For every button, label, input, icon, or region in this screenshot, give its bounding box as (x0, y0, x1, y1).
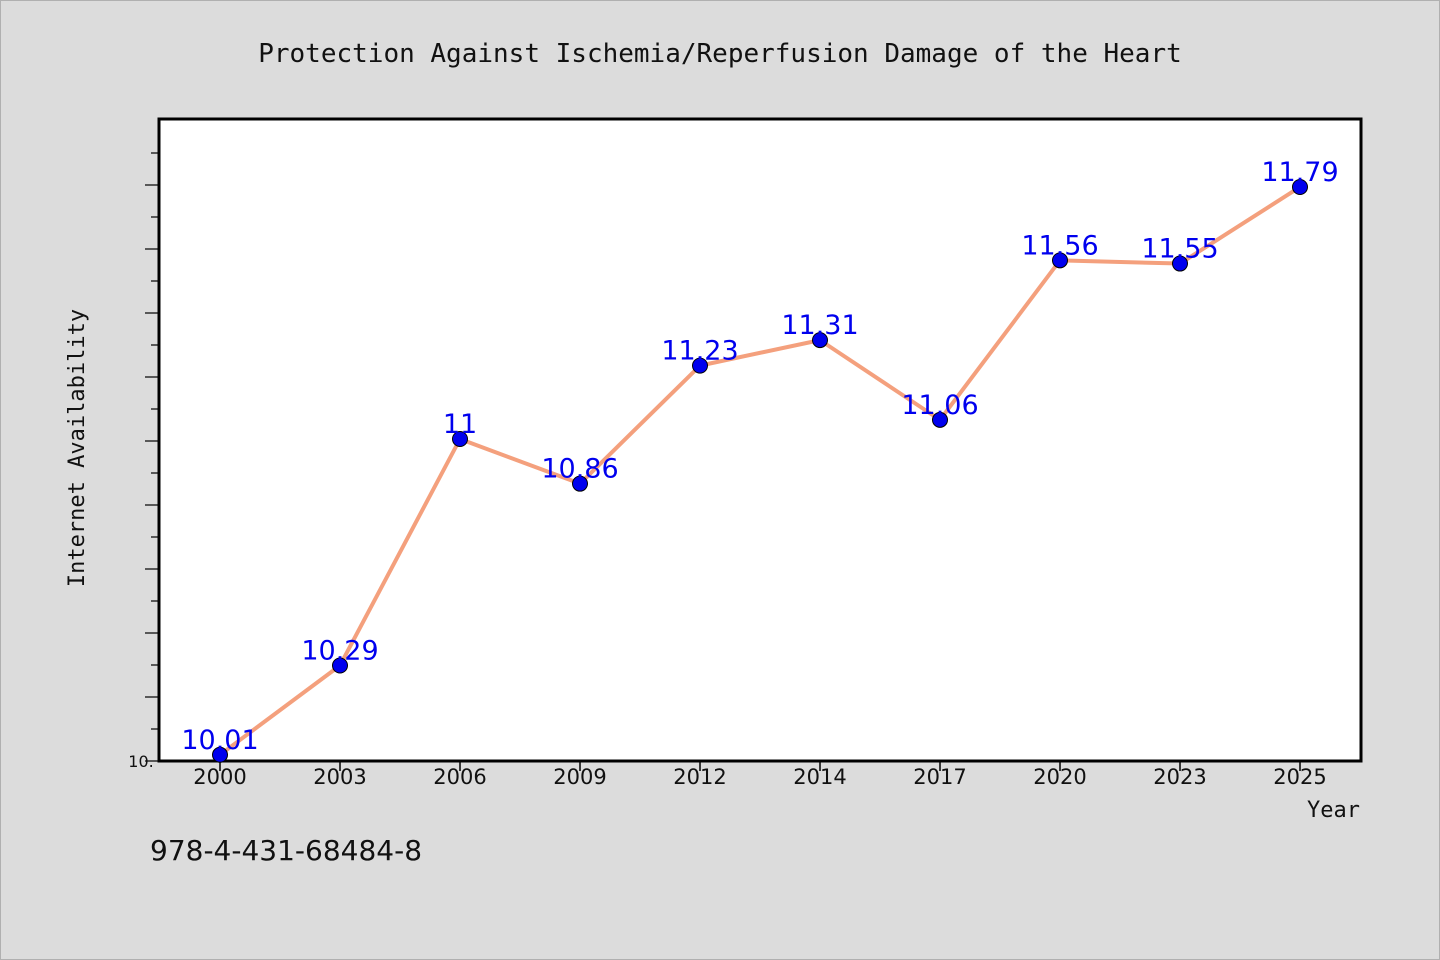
x-tick-label: 2014 (793, 765, 846, 789)
data-markers (212, 178, 1308, 763)
x-axis-tick-labels: 2000 2003 2006 2009 2012 2014 2017 2020 2023 2025 (193, 765, 1326, 789)
data-point (812, 332, 828, 349)
data-label: 11.23 (661, 336, 738, 367)
data-label: 11 (443, 409, 477, 440)
chart-title: Protection Against Ischemia/Reperfusion … (258, 39, 1182, 69)
x-axis-ticks (219, 761, 1301, 771)
data-label: 11.31 (781, 310, 858, 341)
data-labels: 10.01 10.29 11 10.86 11.23 11.31 11.06 11.56 11.… (181, 157, 1338, 756)
data-label: 11.06 (901, 390, 978, 421)
series-line (218, 184, 1302, 757)
x-tick-label: 2003 (313, 765, 366, 789)
x-axis-label: Year (1307, 798, 1360, 823)
x-tick-label: 2012 (673, 765, 726, 789)
data-label: 10.29 (301, 635, 378, 666)
x-tick-label: 2025 (1273, 765, 1326, 789)
data-point (692, 357, 708, 374)
data-label: 11.56 (1021, 230, 1098, 261)
plot-area (157, 117, 1363, 763)
x-tick-label: 2009 (553, 765, 606, 789)
data-point (1052, 252, 1068, 269)
x-tick-label: 2023 (1153, 765, 1206, 789)
y-axis-label: Internet Availability (65, 309, 90, 587)
data-point (1292, 178, 1308, 195)
x-tick-label: 2020 (1033, 765, 1086, 789)
data-point (212, 746, 228, 763)
data-point (572, 475, 588, 492)
data-point (932, 411, 948, 428)
data-point (452, 431, 468, 447)
y-axis-tick-label: 10. (128, 752, 153, 771)
x-tick-label: 2000 (193, 765, 246, 789)
x-tick-label: 2006 (433, 765, 486, 789)
y-axis-ticks (145, 152, 159, 762)
data-label: 10.86 (541, 454, 618, 485)
isbn-text: 978-4-431-68484-8 (150, 834, 423, 867)
x-tick-label: 2017 (913, 765, 966, 789)
data-label: 10.01 (181, 725, 258, 756)
data-label: 11.79 (1261, 157, 1338, 188)
data-point (1172, 255, 1188, 272)
data-label: 11.55 (1141, 234, 1218, 265)
data-point (332, 657, 348, 674)
series-line-group (218, 184, 1302, 757)
